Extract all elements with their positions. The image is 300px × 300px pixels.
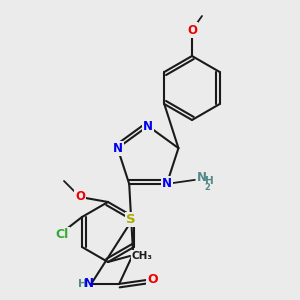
Text: H: H	[205, 176, 214, 186]
Text: S: S	[126, 213, 136, 226]
Text: CH₃: CH₃	[132, 251, 153, 261]
Text: N: N	[143, 119, 153, 133]
Text: 2: 2	[205, 183, 211, 192]
Text: Cl: Cl	[56, 229, 69, 242]
Text: N: N	[84, 278, 94, 290]
Text: N: N	[162, 177, 172, 190]
Text: O: O	[187, 23, 197, 37]
Text: N: N	[197, 171, 207, 184]
Text: N: N	[112, 142, 123, 154]
Text: O: O	[75, 190, 85, 203]
Text: O: O	[147, 273, 158, 286]
Text: H: H	[78, 279, 87, 289]
